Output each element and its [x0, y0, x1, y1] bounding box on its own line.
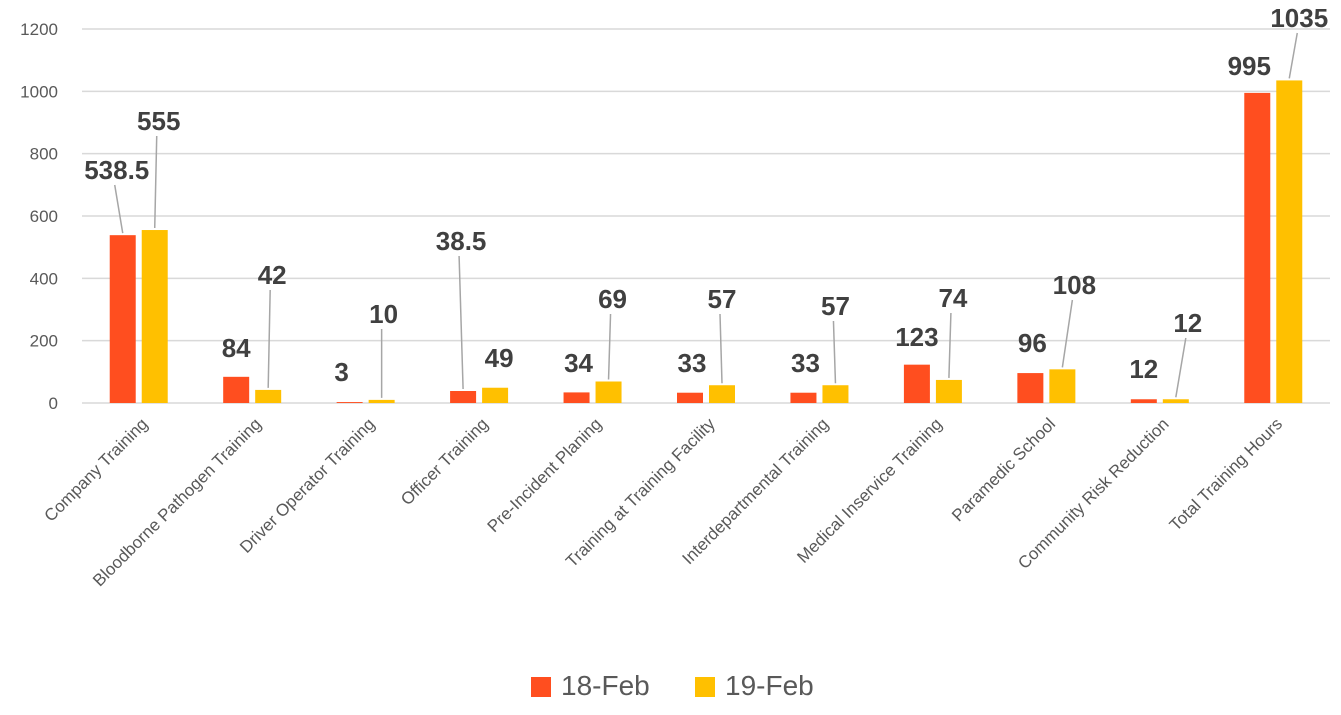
y-tick-label: 1000 — [20, 82, 58, 101]
bar-18-feb — [1017, 373, 1044, 403]
legend-label: 19-Feb — [725, 670, 814, 701]
legend-swatch — [695, 677, 715, 697]
bar-18-feb — [109, 235, 136, 403]
data-label: 33 — [791, 348, 820, 378]
y-axis-ticks: 0 200 400 600 800 1000 1200 — [20, 20, 58, 413]
x-category-label: Company Training — [41, 414, 152, 525]
x-category-label: Total Training Hours — [1166, 414, 1286, 534]
data-label: 96 — [1018, 328, 1047, 358]
leader-line — [267, 289, 271, 388]
bar-18-feb — [677, 392, 703, 403]
gridlines — [82, 28, 1330, 404]
data-label: 57 — [821, 291, 850, 321]
leader-line — [113, 184, 124, 234]
data-label: 84 — [222, 333, 251, 363]
bar-18-feb — [223, 376, 250, 403]
data-label: 123 — [895, 322, 938, 352]
bars — [109, 80, 1303, 404]
data-label: 3 — [334, 357, 348, 387]
data-label: 49 — [485, 343, 514, 373]
legend-label: 18-Feb — [561, 670, 650, 701]
bar-18-feb — [1130, 399, 1157, 403]
legend: 18-Feb 19-Feb — [531, 670, 814, 701]
bar-18-feb — [1244, 92, 1271, 404]
bar-18-feb — [336, 402, 363, 403]
data-label: 995 — [1228, 51, 1271, 81]
data-label: 74 — [938, 283, 967, 313]
bar-19-feb — [1276, 80, 1303, 404]
bar-18-feb — [790, 392, 817, 403]
data-label: 1035 — [1270, 3, 1328, 33]
leader-line — [153, 135, 158, 229]
y-tick-label: 0 — [49, 394, 58, 413]
y-tick-label: 1200 — [20, 20, 58, 39]
data-label: 12 — [1129, 354, 1158, 384]
y-tick-label: 200 — [30, 332, 58, 351]
data-label: 38.5 — [436, 226, 487, 256]
bar-19-feb — [1162, 399, 1189, 403]
legend-swatch — [531, 677, 551, 697]
data-label: 12 — [1173, 308, 1202, 338]
bar-18-feb — [903, 364, 930, 403]
leader-line — [1288, 32, 1299, 79]
data-label: 57 — [708, 284, 737, 314]
bar-19-feb — [141, 230, 168, 403]
data-label: 34 — [564, 348, 593, 378]
data-label: 42 — [258, 260, 287, 290]
bar-19-feb — [595, 381, 622, 403]
x-category-label: Pre-Incident Planing — [484, 414, 606, 536]
data-label: 69 — [598, 284, 627, 314]
leader-line — [832, 320, 837, 384]
y-tick-label: 800 — [30, 145, 58, 164]
bar-18-feb — [563, 392, 590, 403]
bar-19-feb — [368, 399, 395, 403]
leader-line — [1061, 299, 1074, 368]
bar-19-feb — [935, 379, 962, 403]
x-category-label: Officer Training — [397, 414, 492, 509]
data-label: 538.5 — [84, 155, 149, 185]
leader-line — [607, 313, 612, 380]
bar-19-feb — [482, 387, 509, 403]
bar-19-feb — [822, 385, 849, 403]
bar-19-feb — [255, 389, 282, 403]
data-label: 555 — [137, 106, 180, 136]
bar-19-feb — [709, 385, 735, 403]
leader-line — [719, 313, 723, 384]
data-label: 10 — [369, 299, 398, 329]
leader-line — [1175, 337, 1187, 398]
bar-18-feb — [450, 391, 477, 403]
data-label: 108 — [1053, 270, 1096, 300]
x-category-label: Driver Operator Training — [236, 414, 378, 556]
x-category-label: Paramedic School — [948, 414, 1059, 525]
y-tick-label: 400 — [30, 269, 58, 288]
label-leader-lines — [113, 32, 1299, 398]
bar-19-feb — [1049, 369, 1076, 403]
leader-line — [458, 255, 464, 390]
data-label: 33 — [678, 348, 707, 378]
y-tick-label: 600 — [30, 207, 58, 226]
leader-line — [948, 312, 952, 378]
